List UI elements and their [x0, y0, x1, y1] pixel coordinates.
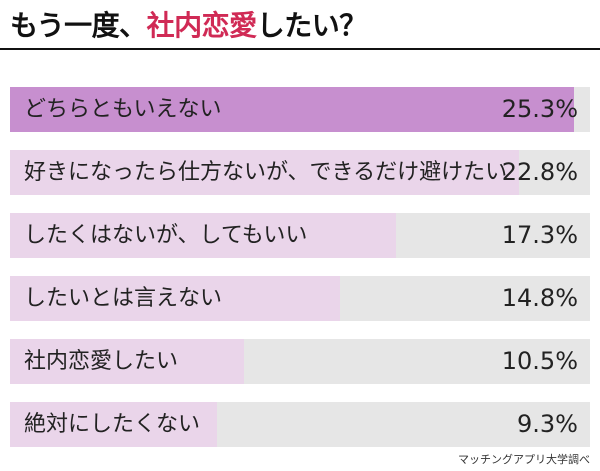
bar-label: 絶対にしたくない: [24, 412, 201, 437]
bar-label: どちらともいえない: [24, 97, 222, 122]
bar-value: 14.8%: [501, 284, 578, 312]
bar-label: 好きになったら仕方ないが、できるだけ避けたい: [24, 160, 508, 185]
title-highlight: 社内恋愛: [146, 9, 258, 42]
bar-value: 17.3%: [501, 221, 578, 249]
bar-row: したいとは言えない 14.8%: [10, 276, 590, 321]
bar-label: 社内恋愛したい: [24, 349, 179, 374]
bar-value: 9.3%: [517, 410, 578, 438]
bar-value: 22.8%: [501, 158, 578, 186]
bar-label: したいとは言えない: [24, 286, 223, 311]
bar-row: 絶対にしたくない 9.3%: [10, 402, 590, 447]
bar-row: 社内恋愛したい 10.5%: [10, 339, 590, 384]
bar-fill: [10, 276, 340, 321]
bar-fill: [10, 402, 217, 447]
bar-fill: [10, 339, 244, 384]
bar-fill: [10, 213, 396, 258]
source-note: マッチングアプリ大学調べ: [458, 453, 590, 466]
bar-chart: どちらともいえない 25.3% 好きになったら仕方ないが、できるだけ避けたい 22.8…: [10, 87, 590, 465]
chart-title: もう一度、社内恋愛したい？: [10, 4, 367, 44]
bar-row: どちらともいえない 25.3%: [10, 87, 590, 132]
bar-fill: [10, 87, 574, 132]
bar-row: したくはないが、してもいい 17.3%: [10, 213, 590, 258]
bar-fill: [10, 150, 519, 195]
bar-value: 10.5%: [501, 347, 578, 375]
title-suffix: したい？: [256, 9, 368, 42]
title-divider: [0, 48, 600, 50]
bar-row: 好きになったら仕方ないが、できるだけ避けたい 22.8%: [10, 150, 590, 195]
title-prefix: もう一度、: [10, 9, 147, 42]
bar-value: 25.3%: [501, 95, 578, 123]
bar-label: したくはないが、してもいい: [24, 223, 308, 248]
